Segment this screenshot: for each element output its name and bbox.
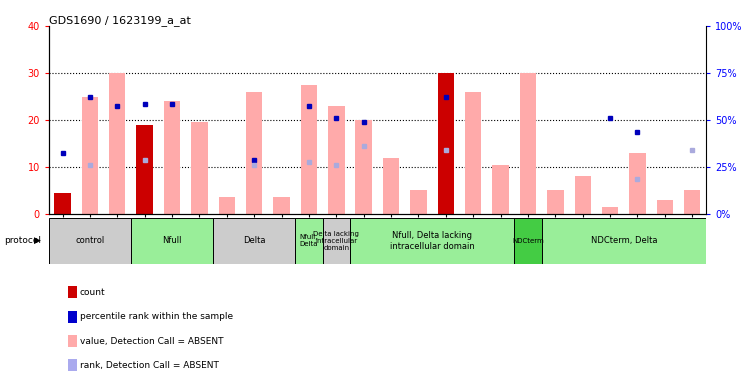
Bar xyxy=(656,200,673,214)
Bar xyxy=(520,73,536,214)
Bar xyxy=(547,190,563,214)
Bar xyxy=(213,217,295,264)
Bar xyxy=(131,217,213,264)
Bar xyxy=(410,190,427,214)
Text: Nfull,
Delta: Nfull, Delta xyxy=(300,234,318,248)
Text: protocol: protocol xyxy=(4,236,41,245)
Bar xyxy=(192,122,207,214)
Text: Delta lacking
intracellular
domain: Delta lacking intracellular domain xyxy=(313,231,359,251)
Bar xyxy=(273,197,290,214)
Bar xyxy=(295,217,323,264)
Bar xyxy=(109,73,125,214)
Text: value, Detection Call = ABSENT: value, Detection Call = ABSENT xyxy=(80,337,223,346)
Bar xyxy=(137,124,153,214)
Bar xyxy=(541,217,706,264)
Bar xyxy=(246,92,262,214)
Bar xyxy=(575,176,591,214)
Bar xyxy=(350,217,514,264)
Bar xyxy=(54,193,71,214)
Text: NDCterm: NDCterm xyxy=(512,238,544,244)
Text: GDS1690 / 1623199_a_at: GDS1690 / 1623199_a_at xyxy=(49,15,191,26)
Bar xyxy=(49,217,131,264)
Bar xyxy=(493,165,509,214)
Text: Nfull: Nfull xyxy=(162,237,182,246)
Bar xyxy=(323,217,350,264)
Bar xyxy=(164,101,180,214)
Text: percentile rank within the sample: percentile rank within the sample xyxy=(80,312,233,321)
Text: ▶: ▶ xyxy=(35,236,41,245)
Bar xyxy=(219,197,235,214)
Bar xyxy=(82,97,98,214)
Bar xyxy=(602,207,618,214)
Text: Nfull, Delta lacking
intracellular domain: Nfull, Delta lacking intracellular domai… xyxy=(390,231,475,251)
Bar xyxy=(300,85,317,214)
Bar xyxy=(629,153,646,214)
Text: count: count xyxy=(80,288,105,297)
Text: NDCterm, Delta: NDCterm, Delta xyxy=(590,237,657,246)
Bar xyxy=(328,106,345,214)
Text: control: control xyxy=(75,237,104,246)
Bar xyxy=(355,120,372,214)
Bar xyxy=(438,73,454,214)
Bar xyxy=(465,92,481,214)
Bar xyxy=(514,217,541,264)
Bar xyxy=(383,158,400,214)
Bar xyxy=(684,190,701,214)
Text: rank, Detection Call = ABSENT: rank, Detection Call = ABSENT xyxy=(80,361,219,370)
Text: Delta: Delta xyxy=(243,237,265,246)
